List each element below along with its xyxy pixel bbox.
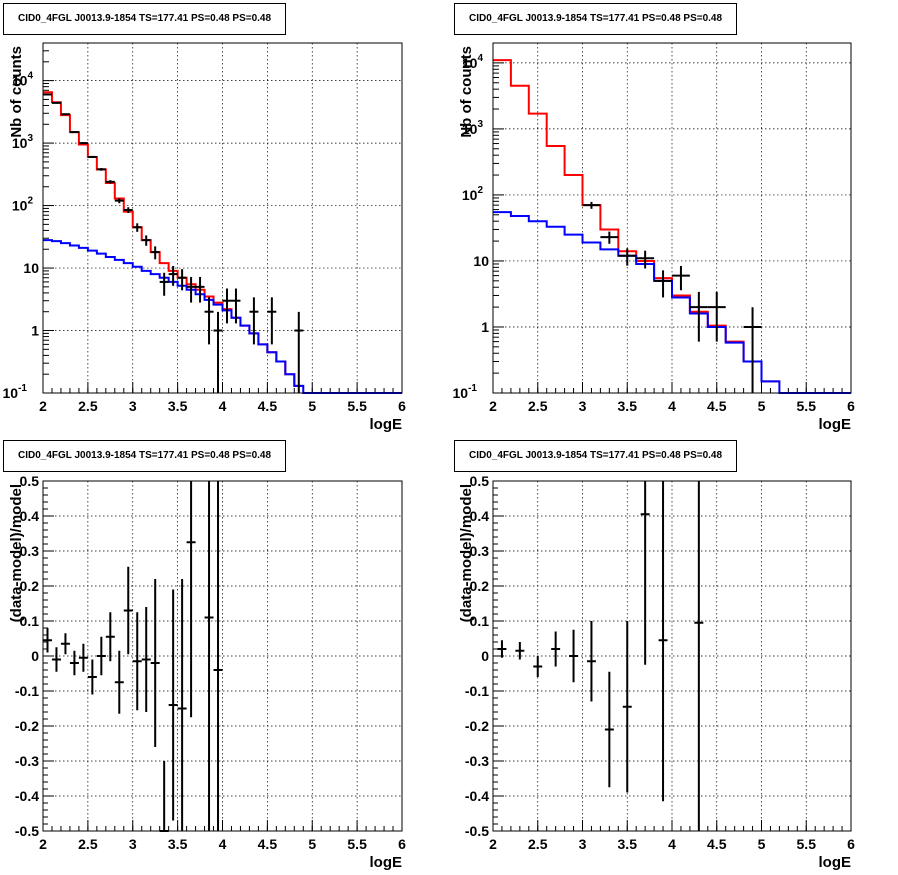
y-tick-label: -0.3 [465, 753, 489, 769]
y-tick-label: -0.4 [15, 788, 39, 804]
series-1-step-line [493, 211, 851, 394]
y-axis-label: (data-model)/model [458, 484, 475, 622]
y-axis-label: Nb of counts [8, 46, 25, 138]
x-tick-label: 4 [219, 398, 227, 414]
x-tick-label: 6 [847, 398, 855, 414]
y-tick-label: 10-1 [453, 383, 478, 401]
x-tick-label: 4.5 [258, 398, 278, 414]
x-tick-label: 2.5 [78, 836, 98, 852]
y-tick-label: -0.1 [465, 683, 489, 699]
chart-title: CID0_4FGL J0013.9-1854 TS=177.41 PS=0.48… [3, 3, 287, 35]
x-tick-label: 6 [398, 836, 406, 852]
x-tick-label: 6 [398, 398, 406, 414]
x-tick-label: 3 [129, 836, 137, 852]
x-tick-label: 5.5 [797, 836, 817, 852]
x-tick-label: 4 [668, 398, 676, 414]
x-axis-label: logE [370, 416, 403, 433]
plot-frame [492, 42, 852, 394]
plot-frame [492, 480, 852, 832]
y-tick-label: -0.3 [15, 753, 39, 769]
x-tick-label: 3.5 [618, 398, 638, 414]
y-tick-label: 0 [31, 648, 39, 664]
x-tick-label: 5.5 [347, 398, 367, 414]
y-tick-label: 0.2 [20, 578, 40, 594]
y-tick-label: 0.5 [470, 473, 490, 489]
y-tick-label: 10-1 [3, 383, 28, 401]
x-tick-label: 5 [758, 398, 766, 414]
x-tick-label: 2.5 [528, 836, 548, 852]
chart-title: CID0_4FGL J0013.9-1854 TS=177.41 PS=0.48… [454, 440, 738, 472]
y-tick-label: 0.5 [20, 473, 40, 489]
counts-panel-1: 2 2.5 3 3.5 4 4.5 5 5.5 6 10-1 1 10 102 103 104 logE Nb … [0, 0, 449, 437]
x-tick-label: 2 [489, 836, 497, 852]
chart-title: CID0_4FGL J0013.9-1854 TS=177.41 PS=0.48… [454, 3, 738, 35]
plot-frame [42, 480, 403, 832]
x-tick-label: 2.5 [528, 398, 548, 414]
y-tick-label: -0.5 [465, 823, 489, 839]
y-tick-label: -0.2 [15, 718, 39, 734]
x-tick-label: 5 [308, 398, 316, 414]
y-tick-label: 0.3 [20, 543, 40, 559]
x-tick-label: 2 [39, 398, 47, 414]
x-tick-label: 3 [579, 836, 587, 852]
y-tick-label: 10 [473, 253, 489, 269]
y-axis-label: (data-model)/model [8, 484, 25, 622]
y-tick-label: 102 [12, 196, 34, 214]
y-tick-label: 1 [481, 319, 489, 335]
y-tick-label: -0.5 [15, 823, 39, 839]
x-tick-label: 3.5 [618, 836, 638, 852]
x-tick-label: 3 [129, 398, 137, 414]
x-tick-label: 6 [847, 836, 855, 852]
x-tick-label: 2 [489, 398, 497, 414]
x-axis-label: logE [819, 416, 852, 433]
residual-panel-2: 2 2.5 3 3.5 4 4.5 5 5.5 6 -0.5 -0.4 -0.3 -0.2 -0.1 0 0.… [449, 437, 898, 874]
counts-panel-2: 2 2.5 3 3.5 4 4.5 5 5.5 6 10-1 1 10 102 103 104 logE Nb … [449, 0, 898, 437]
x-tick-label: 3.5 [168, 398, 188, 414]
x-tick-label: 5 [758, 836, 766, 852]
series-0-step-line [43, 91, 304, 387]
y-tick-label: 0.4 [470, 508, 490, 524]
y-axis-label: Nb of counts [458, 46, 475, 138]
y-tick-label: 10 [23, 260, 39, 276]
y-tick-label: 102 [462, 185, 484, 203]
x-tick-label: 4.5 [258, 836, 278, 852]
x-tick-label: 5 [308, 836, 316, 852]
x-tick-label: 5.5 [347, 836, 367, 852]
x-tick-label: 3 [579, 398, 587, 414]
y-tick-label: 0.1 [470, 613, 490, 629]
y-tick-label: 0.3 [470, 543, 490, 559]
x-tick-label: 5.5 [797, 398, 817, 414]
y-tick-label: 0.1 [20, 613, 40, 629]
y-tick-label: -0.4 [465, 788, 489, 804]
x-tick-label: 4.5 [707, 398, 727, 414]
x-tick-label: 2 [39, 836, 47, 852]
residual-panel-1: 2 2.5 3 3.5 4 4.5 5 5.5 6 -0.5 -0.4 -0.3 -0.2 -0.1 0 0.… [0, 437, 449, 874]
y-tick-label: 0 [481, 648, 489, 664]
counts-chart-2: 2 2.5 3 3.5 4 4.5 5 5.5 610-1110102103104logENb … [453, 42, 855, 433]
counts-chart-1: 2 2.5 3 3.5 4 4.5 5 5.5 610-1110102103104logENb … [3, 42, 406, 433]
y-tick-label: -0.2 [465, 718, 489, 734]
x-tick-label: 2.5 [78, 398, 98, 414]
plot-frame [42, 42, 403, 394]
y-tick-label: 0.4 [20, 508, 40, 524]
x-tick-label: 4 [219, 836, 227, 852]
x-tick-label: 4.5 [707, 836, 727, 852]
chart-title: CID0_4FGL J0013.9-1854 TS=177.41 PS=0.48… [3, 440, 287, 472]
x-axis-label: logE [370, 854, 403, 871]
y-tick-label: 0.2 [470, 578, 490, 594]
x-tick-label: 4 [668, 836, 676, 852]
residual-chart-1: 2 2.5 3 3.5 4 4.5 5 5.5 6 -0.5 -0.4 -0.3 -0.2 -0.1 0 0.… [8, 473, 406, 871]
x-axis-label: logE [819, 854, 852, 871]
y-tick-label: 1 [31, 323, 39, 339]
y-tick-label: -0.1 [15, 683, 39, 699]
residual-chart-2: 2 2.5 3 3.5 4 4.5 5 5.5 6 -0.5 -0.4 -0.3 -0.2 -0.1 0 0.… [458, 473, 855, 871]
x-tick-label: 3.5 [168, 836, 188, 852]
